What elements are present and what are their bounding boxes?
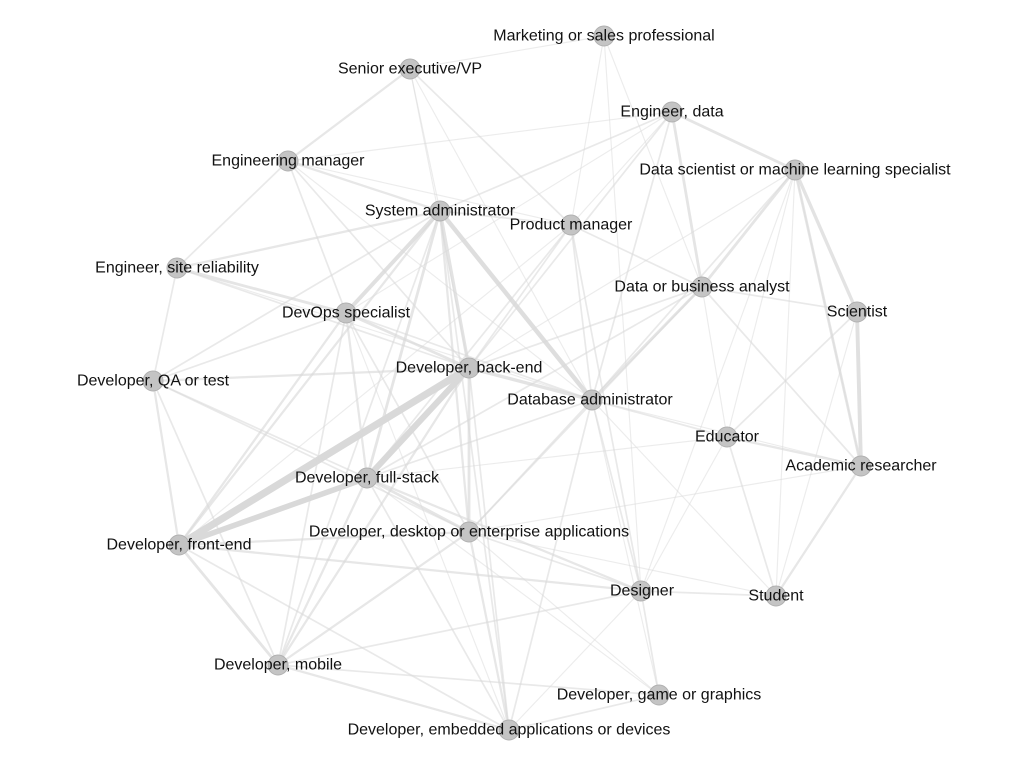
- node-label-analyst: Data or business analyst: [614, 279, 790, 296]
- node-label-dba: Database administrator: [507, 392, 673, 409]
- node-label-fullstack: Developer, full-stack: [295, 470, 440, 487]
- node-label-educator: Educator: [695, 429, 760, 446]
- node-label-student: Student: [748, 588, 804, 605]
- node-label-exec: Senior executive/VP: [338, 61, 482, 78]
- edge-dba-game: [592, 400, 659, 695]
- edges-layer: [153, 36, 861, 730]
- node-label-academic: Academic researcher: [785, 458, 937, 475]
- edge-scientist-academic: [857, 312, 861, 466]
- edge-eng_data-analyst: [672, 112, 702, 287]
- node-label-sysadmin: System administrator: [365, 203, 516, 220]
- edge-pm-dba: [571, 225, 592, 400]
- edge-eng_mgr-sre: [177, 161, 288, 268]
- node-label-devops: DevOps specialist: [282, 305, 411, 322]
- edge-educator-designer: [641, 437, 727, 591]
- edge-frontend-mobile: [179, 545, 278, 665]
- edge-academic-student: [776, 466, 861, 596]
- edge-devops-fullstack: [346, 313, 367, 478]
- edge-scientist-educator: [727, 312, 857, 437]
- node-label-qa: Developer, QA or test: [77, 373, 230, 390]
- edge-eng_data-dba: [592, 112, 672, 400]
- edge-designer-game: [641, 591, 659, 695]
- edge-qa-mobile: [153, 381, 278, 665]
- edge-designer-embedded: [509, 591, 641, 730]
- edge-scientist-student: [776, 312, 857, 596]
- node-label-mobile: Developer, mobile: [214, 657, 342, 674]
- edge-academic-desktop: [469, 466, 861, 532]
- edge-backend-frontend: [179, 368, 469, 545]
- edge-data_sci-scientist: [795, 170, 857, 312]
- edge-qa-sysadmin: [153, 211, 440, 381]
- edge-analyst-fullstack: [367, 287, 702, 478]
- node-label-game: Developer, game or graphics: [557, 687, 762, 704]
- node-label-desktop: Developer, desktop or enterprise applica…: [309, 524, 629, 541]
- edge-eng_data-backend: [469, 112, 672, 368]
- edge-marketing-pm: [571, 36, 604, 225]
- node-label-backend: Developer, back-end: [396, 360, 543, 377]
- node-label-eng_data: Engineer, data: [620, 104, 723, 121]
- node-label-pm: Product manager: [510, 217, 633, 234]
- edge-educator-student: [727, 437, 776, 596]
- edge-analyst-data_sci: [702, 170, 795, 287]
- node-label-data_sci: Data scientist or machine learning speci…: [639, 162, 951, 179]
- edge-qa-sre: [153, 268, 177, 381]
- edge-qa-desktop: [153, 381, 469, 532]
- node-label-sre: Engineer, site reliability: [95, 260, 259, 277]
- node-label-frontend: Developer, front-end: [107, 537, 252, 554]
- node-label-eng_mgr: Engineering manager: [212, 153, 366, 170]
- labels-layer: Marketing or sales professional Senior ex…: [77, 28, 951, 739]
- edge-data_sci-designer: [641, 170, 795, 591]
- node-label-scientist: Scientist: [827, 304, 888, 321]
- node-label-embedded: Developer, embedded applications or devi…: [348, 722, 671, 739]
- node-label-marketing: Marketing or sales professional: [493, 28, 714, 45]
- node-label-designer: Designer: [610, 583, 675, 600]
- edge-qa-frontend: [153, 381, 179, 545]
